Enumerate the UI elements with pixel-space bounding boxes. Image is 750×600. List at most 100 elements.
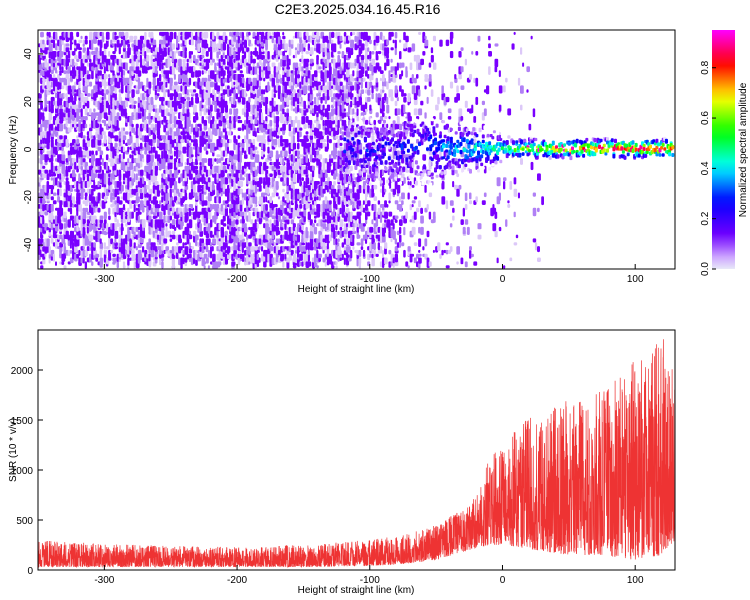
spectrogram-cell bbox=[48, 192, 51, 199]
spectrogram-cell bbox=[50, 104, 54, 113]
spectrogram-cell bbox=[112, 146, 115, 155]
spectrogram-cell bbox=[222, 58, 226, 65]
spectrogram-cell bbox=[265, 123, 268, 130]
spectrogram-cell bbox=[63, 223, 67, 229]
spectrogram-cell bbox=[118, 47, 121, 55]
spectrogram-cell bbox=[148, 246, 151, 254]
spectrogram-cell bbox=[97, 100, 101, 109]
spectrogram-cell bbox=[180, 154, 184, 163]
spectrogram-cell bbox=[235, 108, 239, 115]
spectrogram-cell bbox=[118, 116, 122, 121]
spectrogram-cell bbox=[95, 257, 99, 262]
spectrogram-cell bbox=[299, 127, 303, 131]
spectrogram-cell bbox=[188, 100, 191, 108]
spectrogram-cell bbox=[343, 223, 346, 231]
spectrogram-cell bbox=[322, 58, 325, 63]
spectrogram-cell bbox=[99, 165, 102, 171]
spectrogram-cell bbox=[86, 226, 89, 234]
spectrogram-cell bbox=[89, 108, 92, 116]
spectrogram-cell bbox=[103, 74, 108, 80]
spectrogram-cell bbox=[337, 246, 341, 255]
spectrogram-cell bbox=[218, 196, 221, 204]
spectrogram-cell bbox=[318, 253, 322, 258]
spectrogram-cell bbox=[133, 230, 136, 237]
spectrogram-cell bbox=[299, 204, 303, 209]
spectrogram-cell bbox=[50, 43, 53, 52]
spectrogram-cell bbox=[144, 85, 147, 92]
spectrogram-cell bbox=[152, 108, 156, 112]
spectrogram-cell bbox=[333, 238, 336, 246]
spectrogram-cell bbox=[273, 31, 277, 39]
spectrogram-cell bbox=[190, 204, 193, 210]
spectrogram-cell bbox=[97, 139, 102, 146]
spectrogram-cell bbox=[277, 230, 281, 235]
spectrogram-cell bbox=[224, 112, 229, 119]
spectrogram-cell bbox=[250, 219, 254, 225]
spectrogram-cell bbox=[254, 47, 257, 53]
spectrogram-cell bbox=[318, 257, 321, 262]
spectrogram-cell bbox=[343, 257, 346, 265]
spectrogram-cell bbox=[337, 51, 341, 55]
spectrogram-cell bbox=[148, 66, 153, 70]
spectrogram-cell bbox=[78, 108, 81, 113]
spectrogram-cell bbox=[52, 62, 56, 68]
spectrogram-cell bbox=[282, 74, 285, 83]
spectrogram-cell bbox=[137, 77, 141, 84]
spectrogram-cell bbox=[292, 135, 295, 144]
spectrogram-cell bbox=[316, 265, 319, 269]
spectrogram-cell bbox=[186, 234, 189, 243]
spectrogram-cell bbox=[309, 135, 314, 140]
spectrogram-cell bbox=[57, 188, 60, 196]
spectrogram-cell bbox=[256, 249, 260, 253]
spectrogram-cell bbox=[61, 39, 64, 45]
spectrogram-cell bbox=[301, 177, 304, 182]
spectrogram-cell bbox=[337, 238, 340, 243]
spectrogram-cell bbox=[239, 154, 242, 163]
spectrogram-cell bbox=[173, 74, 176, 80]
spectrogram-cell bbox=[69, 31, 74, 38]
spectrogram-cell bbox=[95, 100, 98, 108]
spectrogram-cell bbox=[163, 184, 166, 192]
spectrogram-cell bbox=[190, 31, 194, 41]
spectrogram-cell bbox=[186, 62, 189, 71]
spectrogram-cell bbox=[40, 230, 43, 239]
spectrogram-cell bbox=[72, 51, 76, 56]
spectrogram-cell bbox=[144, 192, 147, 198]
spectrogram-cell bbox=[301, 116, 306, 125]
spectrogram-cell bbox=[163, 142, 166, 150]
spectrogram-cell bbox=[250, 70, 253, 76]
spectrogram-cell bbox=[190, 123, 194, 129]
spectrogram-cell bbox=[105, 223, 109, 232]
spectrogram-cell bbox=[148, 154, 151, 163]
spectrogram-cell bbox=[84, 196, 88, 201]
spectrogram-cell bbox=[116, 81, 121, 89]
spectrogram-cell bbox=[82, 104, 86, 109]
spectrogram-cell bbox=[122, 181, 125, 185]
spectrogram-cell bbox=[59, 100, 63, 106]
spectrogram-cell bbox=[188, 135, 192, 141]
spectrogram-cell bbox=[154, 215, 158, 219]
spectrogram-cell bbox=[320, 219, 323, 227]
spectrogram-cell bbox=[95, 47, 99, 55]
spectrogram-cell bbox=[72, 230, 74, 239]
spectrogram-cell bbox=[210, 104, 213, 112]
spectrogram-cell bbox=[108, 207, 111, 215]
spectrogram-cell bbox=[139, 223, 143, 232]
spectrogram-cell bbox=[86, 62, 90, 67]
spectrogram-cell bbox=[292, 77, 295, 84]
spectrogram-cell bbox=[52, 39, 55, 49]
spectrogram-cell bbox=[101, 158, 104, 164]
spectrogram-cell bbox=[205, 31, 209, 39]
spectrogram-cell bbox=[244, 223, 247, 228]
spectrogram-cell bbox=[292, 142, 297, 150]
spectrogram-cell bbox=[86, 100, 90, 109]
spectrogram-cell bbox=[195, 253, 198, 261]
spectrogram-cell bbox=[237, 116, 241, 120]
spectrogram-cell bbox=[91, 154, 96, 162]
spectrogram-cell bbox=[182, 257, 185, 265]
spectrogram-cell bbox=[122, 192, 126, 201]
spectrogram-cell bbox=[122, 261, 126, 269]
spectrogram-cell bbox=[188, 77, 192, 86]
spectrogram-cell bbox=[267, 62, 270, 69]
spectrogram-cell bbox=[182, 62, 186, 71]
